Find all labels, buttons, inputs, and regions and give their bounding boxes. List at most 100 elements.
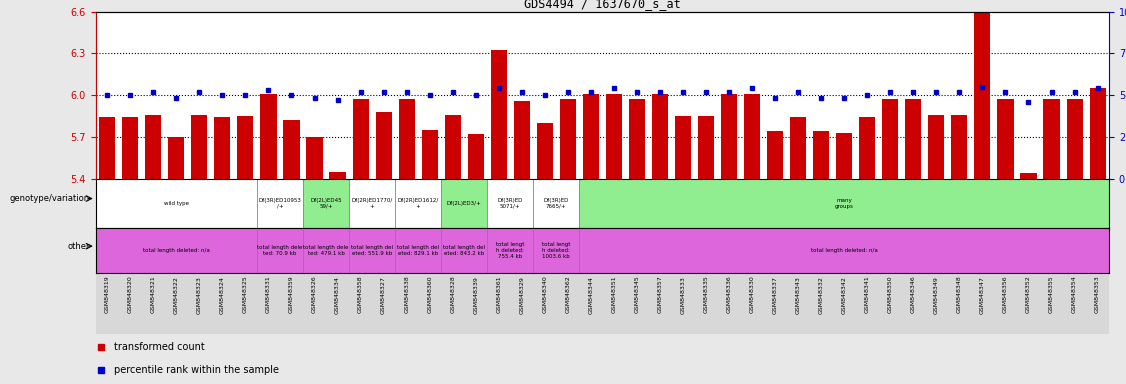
Text: total length deleted: n/a: total length deleted: n/a bbox=[143, 248, 209, 253]
Text: total length deleted: n/a: total length deleted: n/a bbox=[811, 248, 877, 253]
Bar bbox=[583, 94, 599, 179]
Bar bbox=[303, 228, 349, 273]
Bar bbox=[303, 179, 349, 228]
Text: GSM848338: GSM848338 bbox=[404, 276, 409, 313]
Bar bbox=[513, 101, 530, 179]
Text: transformed count: transformed count bbox=[114, 341, 205, 352]
Bar bbox=[744, 94, 760, 179]
Text: GSM848356: GSM848356 bbox=[1003, 276, 1008, 313]
Text: many
groups: many groups bbox=[834, 198, 854, 209]
Bar bbox=[123, 117, 138, 179]
Bar bbox=[537, 123, 553, 179]
Bar bbox=[352, 99, 368, 179]
Text: GSM848335: GSM848335 bbox=[704, 276, 708, 313]
Text: GSM848342: GSM848342 bbox=[842, 276, 847, 314]
Bar bbox=[951, 114, 967, 179]
Text: GSM848334: GSM848334 bbox=[336, 276, 340, 314]
Text: GSM848327: GSM848327 bbox=[381, 276, 386, 314]
Text: GSM848346: GSM848346 bbox=[911, 276, 915, 313]
Bar bbox=[99, 117, 115, 179]
Text: GSM848339: GSM848339 bbox=[473, 276, 479, 314]
Text: Df(2L)ED45
59/+: Df(2L)ED45 59/+ bbox=[311, 198, 342, 209]
Bar bbox=[998, 99, 1013, 179]
Bar bbox=[652, 94, 668, 179]
Bar bbox=[1044, 99, 1060, 179]
Bar bbox=[441, 228, 488, 273]
Bar bbox=[257, 179, 303, 228]
Text: GSM848324: GSM848324 bbox=[220, 276, 225, 314]
Bar bbox=[306, 137, 322, 179]
Text: total length dele
ted: 479.1 kb: total length dele ted: 479.1 kb bbox=[303, 245, 349, 256]
Bar bbox=[441, 179, 488, 228]
Text: Df(3R)ED
7665/+: Df(3R)ED 7665/+ bbox=[544, 198, 569, 209]
Text: GSM848319: GSM848319 bbox=[105, 276, 109, 313]
Text: GSM848340: GSM848340 bbox=[543, 276, 547, 313]
Bar bbox=[580, 228, 1109, 273]
Text: Df(2L)ED3/+: Df(2L)ED3/+ bbox=[447, 201, 482, 206]
Bar bbox=[1090, 88, 1106, 179]
Text: GSM848329: GSM848329 bbox=[519, 276, 525, 314]
Text: GSM848352: GSM848352 bbox=[1026, 276, 1031, 313]
Text: GSM848351: GSM848351 bbox=[611, 276, 616, 313]
Bar bbox=[1020, 173, 1037, 179]
Bar bbox=[96, 179, 257, 228]
Bar bbox=[349, 179, 395, 228]
Bar bbox=[260, 94, 277, 179]
Bar bbox=[395, 179, 441, 228]
Bar bbox=[399, 99, 414, 179]
Text: GSM848322: GSM848322 bbox=[173, 276, 179, 314]
Text: total length del
eted: 843.2 kb: total length del eted: 843.2 kb bbox=[444, 245, 485, 256]
Text: genotype/variation: genotype/variation bbox=[10, 194, 90, 203]
Bar bbox=[767, 131, 784, 179]
Bar bbox=[721, 94, 738, 179]
Bar bbox=[96, 228, 257, 273]
Text: GSM848336: GSM848336 bbox=[726, 276, 732, 313]
Bar bbox=[560, 99, 575, 179]
Bar bbox=[191, 114, 207, 179]
Bar bbox=[674, 116, 691, 179]
Bar bbox=[395, 228, 441, 273]
Bar bbox=[698, 116, 714, 179]
Bar bbox=[349, 228, 395, 273]
Bar bbox=[837, 132, 852, 179]
Text: total lengt
h deleted:
1003.6 kb: total lengt h deleted: 1003.6 kb bbox=[542, 242, 571, 259]
Bar bbox=[534, 179, 580, 228]
Bar bbox=[421, 130, 438, 179]
Text: total length dele
ted: 70.9 kb: total length dele ted: 70.9 kb bbox=[257, 245, 303, 256]
Text: GSM848341: GSM848341 bbox=[865, 276, 869, 313]
Text: GSM848321: GSM848321 bbox=[151, 276, 155, 313]
Bar bbox=[883, 99, 899, 179]
Text: GSM848362: GSM848362 bbox=[565, 276, 571, 313]
Text: wild type: wild type bbox=[163, 201, 189, 206]
Bar bbox=[928, 114, 945, 179]
Text: GSM848345: GSM848345 bbox=[634, 276, 640, 313]
Text: GSM848353: GSM848353 bbox=[1096, 276, 1100, 313]
Text: GSM848360: GSM848360 bbox=[427, 276, 432, 313]
Bar bbox=[491, 50, 507, 179]
Bar bbox=[238, 116, 253, 179]
Bar bbox=[145, 114, 161, 179]
Text: GSM848350: GSM848350 bbox=[887, 276, 893, 313]
Text: GSM848333: GSM848333 bbox=[680, 276, 686, 314]
Bar bbox=[330, 172, 346, 179]
Text: GSM848348: GSM848348 bbox=[957, 276, 962, 313]
Bar bbox=[974, 6, 991, 179]
Text: GSM848323: GSM848323 bbox=[197, 276, 202, 314]
Text: GSM848359: GSM848359 bbox=[289, 276, 294, 313]
Text: GSM848320: GSM848320 bbox=[127, 276, 133, 313]
Bar bbox=[534, 228, 580, 273]
Text: GSM848325: GSM848325 bbox=[243, 276, 248, 313]
Title: GDS4494 / 1637670_s_at: GDS4494 / 1637670_s_at bbox=[524, 0, 681, 10]
Bar bbox=[488, 228, 534, 273]
Bar bbox=[214, 117, 231, 179]
Text: GSM848357: GSM848357 bbox=[658, 276, 662, 313]
Text: GSM848349: GSM848349 bbox=[933, 276, 939, 314]
Bar bbox=[790, 117, 806, 179]
Text: GSM848344: GSM848344 bbox=[589, 276, 593, 314]
Text: Df(2R)ED1770/
+: Df(2R)ED1770/ + bbox=[351, 198, 393, 209]
Bar bbox=[629, 99, 645, 179]
Bar bbox=[467, 134, 484, 179]
Text: GSM848330: GSM848330 bbox=[750, 276, 754, 313]
Text: total length del
eted: 829.1 kb: total length del eted: 829.1 kb bbox=[397, 245, 439, 256]
Bar bbox=[859, 117, 875, 179]
